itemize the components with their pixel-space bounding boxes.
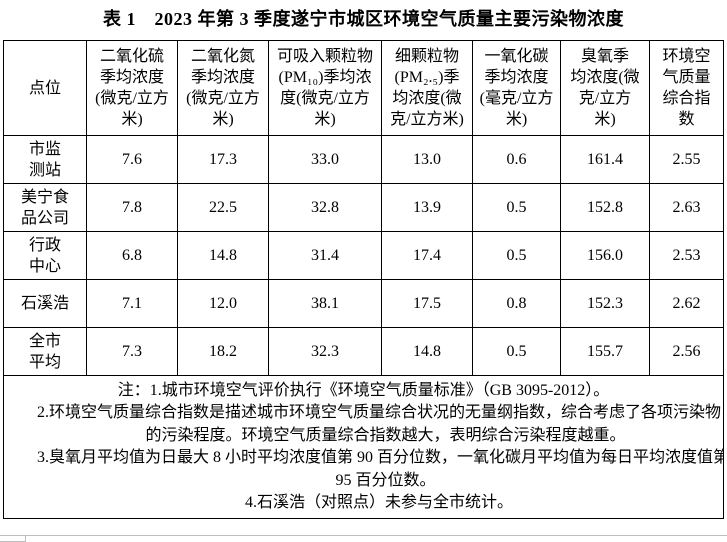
value-cell: 2.62 (649, 279, 724, 328)
value-cell: 38.1 (268, 279, 382, 328)
notes-row: 注：1.城市环境空气评价执行《环境空气质量标准》（GB 3095-2012）。 … (3, 375, 724, 519)
air-quality-table: 点位 二氧化硫 季均浓度 (微克/立方 米) 二氧化氮 季均浓度 (微克/立方 … (3, 40, 724, 519)
note-line: 95 百分位数。 (335, 471, 436, 489)
header-o3: 臭氧季 均浓度(微 克/立方 米) (560, 40, 650, 136)
value-cell: 7.6 (86, 135, 178, 184)
value-cell: 2.53 (649, 231, 724, 280)
site-cell: 行政 中心 (3, 231, 87, 280)
value-cell: 2.55 (649, 135, 724, 184)
value-cell: 13.9 (381, 183, 473, 232)
site-cell: 市监 测站 (3, 135, 87, 184)
header-so2: 二氧化硫 季均浓度 (微克/立方 米) (86, 40, 178, 136)
value-cell: 156.0 (560, 231, 650, 280)
note-line: 的污染程度。环境空气质量综合指数越大，表明综合污染程度越重。 (145, 426, 626, 444)
value-cell: 0.5 (472, 231, 561, 280)
header-row: 点位 二氧化硫 季均浓度 (微克/立方 米) 二氧化氮 季均浓度 (微克/立方 … (3, 40, 724, 136)
value-cell: 152.8 (560, 183, 650, 232)
value-cell: 155.7 (560, 327, 650, 376)
value-cell: 0.6 (472, 135, 561, 184)
header-co: 一氧化碳 季均浓度 (毫克/立方 米) (472, 40, 561, 136)
next-table-edge-line (25, 535, 26, 542)
table-title: 表 1 2023 年第 3 季度遂宁市城区环境空气质量主要污染物浓度 (103, 9, 624, 29)
value-cell: 22.5 (177, 183, 269, 232)
value-cell: 2.63 (649, 183, 724, 232)
value-cell: 152.3 (560, 279, 650, 328)
header-pm10: 可吸入颗粒物 (PM₁₀)季均浓 度(微克/立方 米) (268, 40, 382, 136)
value-cell: 2.56 (649, 327, 724, 376)
value-cell: 17.5 (381, 279, 473, 328)
value-cell: 13.0 (381, 135, 473, 184)
table-row: 石溪浩 7.1 12.0 38.1 17.5 0.8 152.3 2.62 (3, 279, 724, 328)
header-pm25: 细颗粒物 (PM₂.₅)季 均浓度(微 克/立方米) (381, 40, 473, 136)
value-cell: 31.4 (268, 231, 382, 280)
note-line: 注：1.城市环境空气评价执行《环境空气质量标准》（GB 3095-2012）。 (117, 381, 610, 399)
value-cell: 161.4 (560, 135, 650, 184)
value-cell: 7.8 (86, 183, 178, 232)
note-line: 2.环境空气质量综合指数是描述城市环境空气质量综合状况的无量纲指数，综合考虑了各… (37, 404, 722, 421)
site-cell: 石溪浩 (3, 279, 87, 328)
note-line: 4.石溪浩（对照点）未参与全市统计。 (244, 494, 513, 511)
value-cell: 0.5 (472, 327, 561, 376)
note-line: 3.臭氧月平均值为日最大 8 小时平均浓度值第 90 百分位数，一氧化碳月平均值… (37, 449, 724, 466)
header-aqi-index: 环境空 气质量 综合指 数 (649, 40, 724, 136)
value-cell: 17.3 (177, 135, 269, 184)
header-no2: 二氧化氮 季均浓度 (微克/立方 米) (177, 40, 269, 136)
value-cell: 14.8 (381, 327, 473, 376)
table-row: 行政 中心 6.8 14.8 31.4 17.4 0.5 156.0 2.53 (3, 231, 724, 280)
table-row: 全市 平均 7.3 18.2 32.3 14.8 0.5 155.7 2.56 (3, 327, 724, 376)
value-cell: 12.0 (177, 279, 269, 328)
value-cell: 17.4 (381, 231, 473, 280)
value-cell: 6.8 (86, 231, 178, 280)
value-cell: 7.3 (86, 327, 178, 376)
value-cell: 18.2 (177, 327, 269, 376)
site-cell: 美宁食 品公司 (3, 183, 87, 232)
value-cell: 32.8 (268, 183, 382, 232)
table-row: 市监 测站 7.6 17.3 33.0 13.0 0.6 161.4 2.55 (3, 135, 724, 184)
next-table-edge-line (0, 535, 727, 536)
value-cell: 32.3 (268, 327, 382, 376)
value-cell: 0.8 (472, 279, 561, 328)
value-cell: 0.5 (472, 183, 561, 232)
value-cell: 33.0 (268, 135, 382, 184)
notes-section: 注：1.城市环境空气评价执行《环境空气质量标准》（GB 3095-2012）。 … (3, 375, 724, 519)
site-cell: 全市 平均 (3, 327, 87, 376)
value-cell: 7.1 (86, 279, 178, 328)
value-cell: 14.8 (177, 231, 269, 280)
header-site: 点位 (3, 40, 87, 136)
table-row: 美宁食 品公司 7.8 22.5 32.8 13.9 0.5 152.8 2.6… (3, 183, 724, 232)
